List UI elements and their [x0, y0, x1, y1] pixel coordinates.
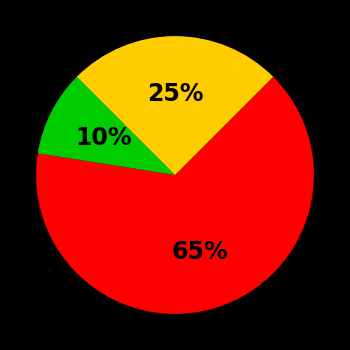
Text: 10%: 10% — [75, 126, 132, 150]
Wedge shape — [38, 77, 175, 175]
Text: 25%: 25% — [147, 83, 203, 106]
Wedge shape — [77, 36, 273, 175]
Wedge shape — [36, 77, 314, 314]
Text: 65%: 65% — [172, 240, 228, 264]
